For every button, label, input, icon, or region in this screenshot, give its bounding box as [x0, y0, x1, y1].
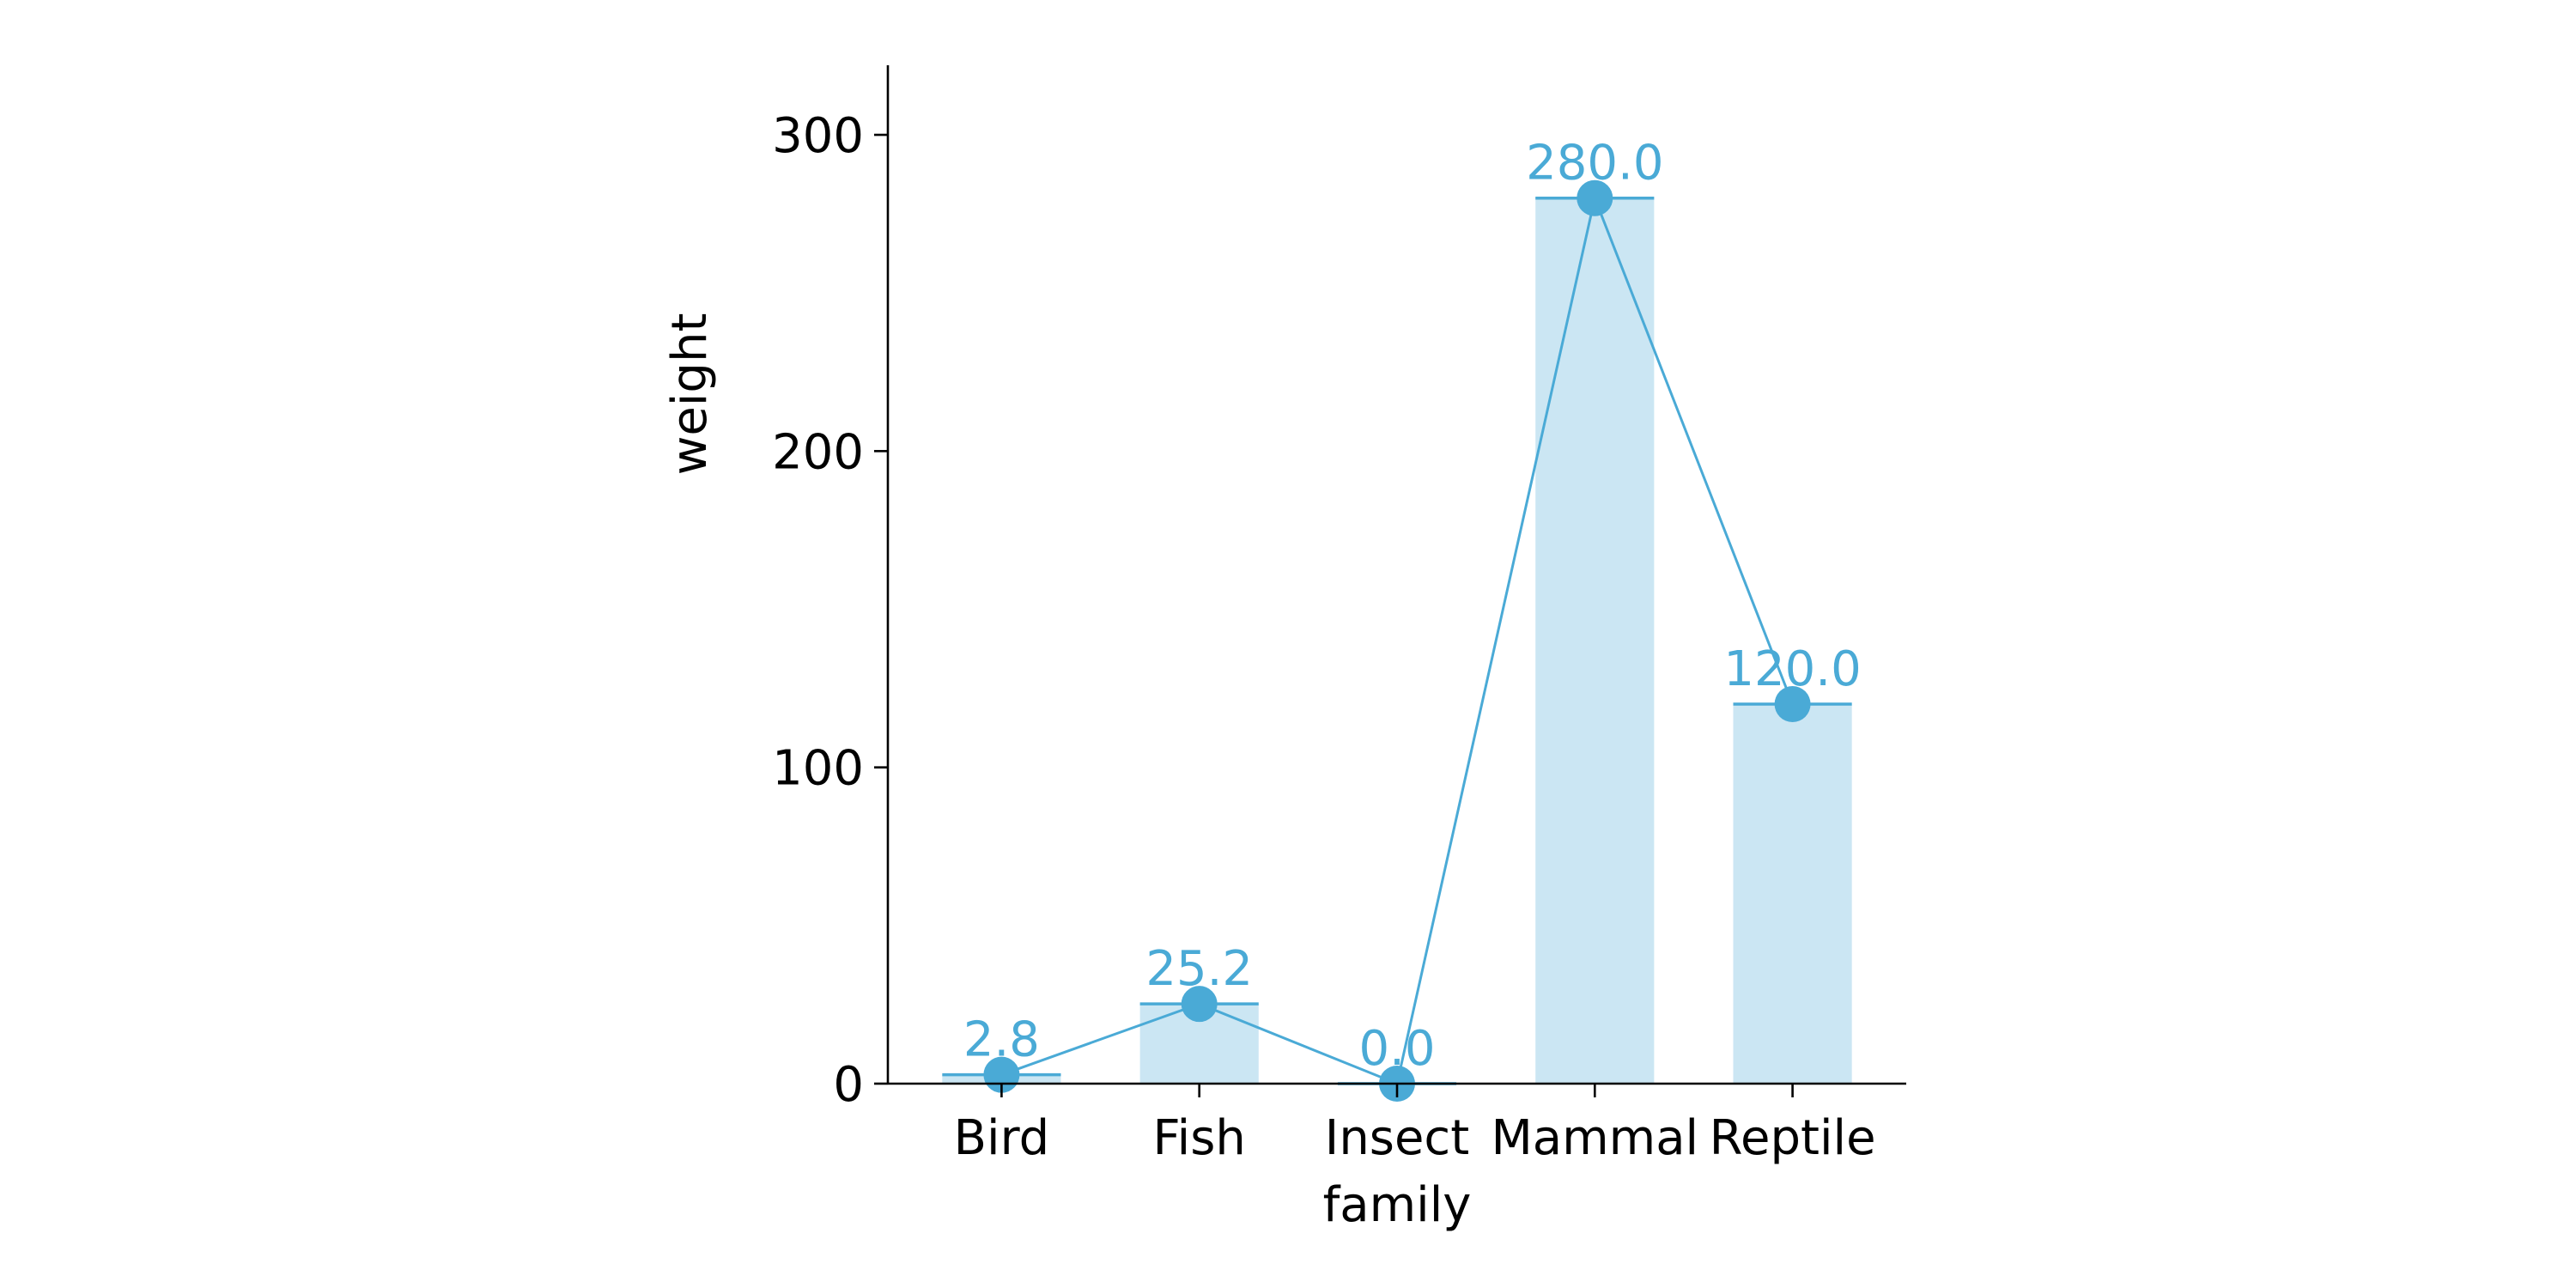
y-tick-label-100: 100 — [772, 741, 864, 797]
point-mammal — [1577, 179, 1613, 216]
y-tick-label-300: 300 — [772, 108, 864, 164]
data-label-fish: 25.2 — [1145, 941, 1253, 997]
line-layer — [983, 179, 1811, 1102]
x-tick-label-mammal: Mammal — [1491, 1110, 1698, 1166]
point-reptile — [1774, 686, 1811, 723]
x-tick-label-bird: Bird — [954, 1110, 1050, 1166]
bar-reptile — [1733, 704, 1852, 1084]
bars-layer — [942, 196, 1852, 1085]
y-tick-label-200: 200 — [772, 424, 864, 480]
data-label-bird: 2.8 — [963, 1012, 1040, 1068]
point-fish — [1181, 986, 1218, 1023]
x-ticks-layer: Bird Fish Insect Mammal Reptile — [954, 1084, 1876, 1166]
data-label-reptile: 120.0 — [1723, 641, 1861, 697]
y-tick-label-0: 0 — [833, 1057, 864, 1113]
x-axis-title: family — [1323, 1177, 1472, 1233]
y-ticks-layer: 0 100 200 300 — [772, 108, 888, 1113]
series-line — [1000, 193, 1794, 1086]
data-label-insect: 0.0 — [1358, 1021, 1435, 1077]
x-tick-label-insect: Insect — [1325, 1110, 1469, 1166]
x-tick-label-reptile: Reptile — [1710, 1110, 1876, 1166]
y-axis-title: weight — [662, 313, 718, 476]
data-labels-layer: 2.8 25.2 0.0 280.0 120.0 — [963, 136, 1862, 1077]
bar-mammal — [1535, 197, 1655, 1084]
x-tick-label-fish: Fish — [1153, 1110, 1246, 1166]
data-label-mammal: 280.0 — [1526, 136, 1663, 191]
